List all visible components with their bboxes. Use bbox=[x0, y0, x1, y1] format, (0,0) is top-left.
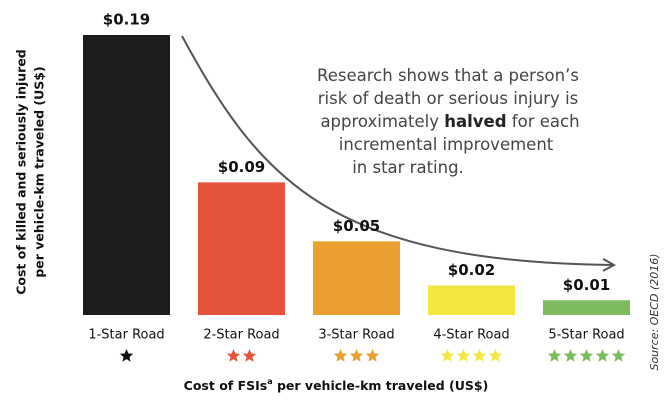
star-icon bbox=[488, 349, 503, 362]
star-icon bbox=[440, 349, 455, 362]
annotation-text: halved bbox=[444, 112, 506, 131]
star-icon bbox=[119, 349, 134, 362]
star-icon bbox=[547, 349, 562, 362]
value-label: $0.05 bbox=[333, 217, 380, 235]
y-axis-label: per vehicle-km traveled (US$) bbox=[32, 66, 47, 277]
x-tick-label: 3-Star Road bbox=[318, 328, 394, 343]
value-label: $0.01 bbox=[563, 276, 610, 294]
annotation-line: Research shows that a person’s bbox=[317, 66, 579, 85]
x-axis-label-part: per vehicle-km traveled (US$) bbox=[273, 378, 489, 393]
bar bbox=[428, 285, 515, 315]
x-tick-label: 5-Star Road bbox=[548, 328, 624, 343]
annotation-text: approximately bbox=[320, 112, 444, 131]
star-icon bbox=[349, 349, 364, 362]
value-label: $0.19 bbox=[103, 11, 150, 29]
x-tick-label: 2-Star Road bbox=[203, 328, 279, 343]
star-icon bbox=[472, 349, 487, 362]
bar bbox=[83, 35, 170, 315]
annotation-text: risk of death or serious injury is bbox=[318, 89, 579, 108]
bar bbox=[313, 241, 400, 315]
value-label: $0.09 bbox=[218, 158, 265, 176]
annotation-text: Research shows that a person’s bbox=[317, 66, 579, 85]
annotation-text: for each bbox=[507, 112, 580, 131]
star-icon bbox=[226, 349, 241, 362]
annotation-line: incremental improvement bbox=[339, 135, 554, 154]
annotation-line: in star rating. bbox=[352, 158, 464, 177]
x-tick-label: 1-Star Road bbox=[88, 328, 164, 343]
x-tick-label: 4-Star Road bbox=[433, 328, 509, 343]
trend-arrow bbox=[181, 35, 614, 265]
bar bbox=[543, 300, 630, 315]
star-icon bbox=[365, 349, 380, 362]
value-label: $0.02 bbox=[448, 261, 495, 279]
star-icon bbox=[456, 349, 471, 362]
y-axis-label: Cost of killed and seriously injured bbox=[14, 49, 29, 295]
annotation-line: risk of death or serious injury is bbox=[318, 89, 579, 108]
source: Source: OECD (2016) bbox=[648, 253, 661, 370]
star-icon bbox=[563, 349, 578, 362]
x-axis-label-part: Cost of FSIs bbox=[184, 378, 268, 393]
x-axis-label-sup: a bbox=[267, 377, 272, 386]
star-icon bbox=[333, 349, 348, 362]
annotation-line: approximately halved for each bbox=[320, 112, 579, 131]
star-icon bbox=[595, 349, 610, 362]
star-icon bbox=[242, 349, 257, 362]
annotation-text: in star rating. bbox=[352, 158, 464, 177]
star-icon bbox=[611, 349, 626, 362]
annotation-text: incremental improvement bbox=[339, 135, 554, 154]
bar bbox=[198, 182, 285, 315]
star-icon bbox=[579, 349, 594, 362]
x-axis-label: Cost of FSIsa per vehicle-km traveled (U… bbox=[184, 377, 489, 393]
